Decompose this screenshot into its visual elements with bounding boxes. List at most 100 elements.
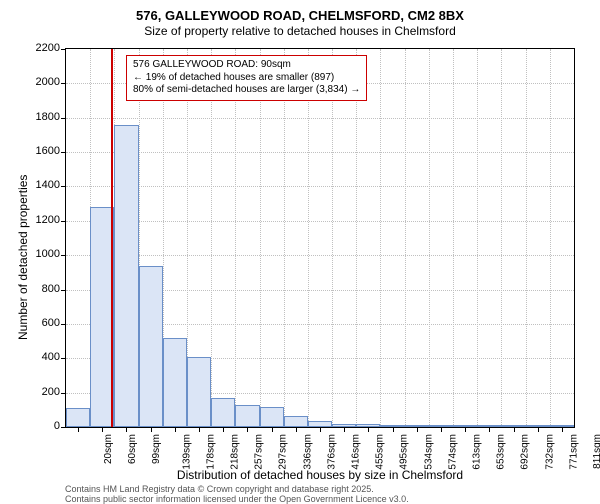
gridline-horizontal — [66, 118, 574, 119]
annotation-line-3: 80% of semi-detached houses are larger (… — [133, 84, 360, 97]
xtick-label: 455sqm — [375, 434, 386, 470]
xtick-mark — [562, 427, 563, 432]
xtick-mark — [175, 427, 176, 432]
histogram-bar — [235, 405, 259, 427]
ytick-mark — [61, 221, 66, 222]
xtick-mark — [441, 427, 442, 432]
gridline-vertical — [501, 49, 502, 427]
xtick-label: 613sqm — [472, 434, 483, 470]
ytick-label: 1800 — [20, 111, 60, 123]
xtick-label: 297sqm — [278, 434, 289, 470]
xtick-label: 178sqm — [205, 434, 216, 470]
xtick-label: 574sqm — [447, 434, 458, 470]
gridline-vertical — [235, 49, 236, 427]
xtick-mark — [223, 427, 224, 432]
property-marker-line — [111, 49, 113, 427]
annotation-line-2: ← 19% of detached houses are smaller (89… — [133, 72, 360, 85]
chart-container: 576, GALLEYWOOD ROAD, CHELMSFORD, CM2 8B… — [0, 0, 600, 500]
xtick-label: 336sqm — [302, 434, 313, 470]
gridline-vertical — [453, 49, 454, 427]
ytick-label: 1200 — [20, 214, 60, 226]
footer-line-2: Contains public sector information licen… — [65, 494, 409, 504]
histogram-bar — [139, 266, 163, 428]
gridline-vertical — [550, 49, 551, 427]
gridline-horizontal — [66, 221, 574, 222]
xtick-mark — [489, 427, 490, 432]
xtick-mark — [417, 427, 418, 432]
histogram-bar — [211, 398, 235, 427]
xtick-label: 732sqm — [544, 434, 555, 470]
gridline-vertical — [211, 49, 212, 427]
xtick-mark — [151, 427, 152, 432]
annotation-box: 576 GALLEYWOOD ROAD: 90sqm ← 19% of deta… — [126, 55, 367, 101]
xtick-label: 811sqm — [592, 434, 600, 469]
xtick-mark — [393, 427, 394, 432]
ytick-label: 400 — [20, 351, 60, 363]
ytick-label: 2000 — [20, 76, 60, 88]
xtick-mark — [368, 427, 369, 432]
gridline-vertical — [526, 49, 527, 427]
xtick-label: 495sqm — [399, 434, 410, 470]
gridline-vertical — [284, 49, 285, 427]
ytick-label: 600 — [20, 317, 60, 329]
xtick-label: 60sqm — [127, 434, 138, 464]
gridline-vertical — [405, 49, 406, 427]
gridline-horizontal — [66, 186, 574, 187]
histogram-bar — [114, 125, 138, 427]
gridline-vertical — [477, 49, 478, 427]
gridline-horizontal — [66, 152, 574, 153]
gridline-vertical — [356, 49, 357, 427]
xtick-label: 20sqm — [103, 434, 114, 464]
xtick-label: 257sqm — [254, 434, 265, 470]
xtick-label: 692sqm — [520, 434, 531, 470]
gridline-vertical — [332, 49, 333, 427]
chart-title-sub: Size of property relative to detached ho… — [0, 24, 600, 38]
gridline-vertical — [308, 49, 309, 427]
ytick-label: 1600 — [20, 145, 60, 157]
xtick-mark — [247, 427, 248, 432]
gridline-vertical — [380, 49, 381, 427]
xtick-label: 653sqm — [496, 434, 507, 470]
annotation-line-1: 576 GALLEYWOOD ROAD: 90sqm — [133, 59, 360, 72]
gridline-vertical — [260, 49, 261, 427]
ytick-mark — [61, 186, 66, 187]
x-axis-label: Distribution of detached houses by size … — [65, 468, 575, 482]
xtick-label: 139sqm — [181, 434, 192, 470]
ytick-label: 0 — [20, 420, 60, 432]
histogram-bar — [260, 407, 284, 427]
gridline-vertical — [429, 49, 430, 427]
xtick-label: 218sqm — [230, 434, 241, 470]
ytick-label: 2200 — [20, 42, 60, 54]
xtick-mark — [344, 427, 345, 432]
xtick-mark — [78, 427, 79, 432]
ytick-mark — [61, 118, 66, 119]
ytick-mark — [61, 49, 66, 50]
xtick-label: 376sqm — [326, 434, 337, 470]
xtick-label: 771sqm — [568, 434, 579, 470]
xtick-label: 416sqm — [351, 434, 362, 470]
xtick-mark — [102, 427, 103, 432]
ytick-mark — [61, 255, 66, 256]
xtick-mark — [199, 427, 200, 432]
xtick-mark — [296, 427, 297, 432]
xtick-mark — [320, 427, 321, 432]
ytick-mark — [61, 83, 66, 84]
xtick-mark — [272, 427, 273, 432]
histogram-bar — [187, 357, 211, 427]
plot-area: 576 GALLEYWOOD ROAD: 90sqm ← 19% of deta… — [65, 48, 575, 428]
ytick-mark — [61, 358, 66, 359]
ytick-label: 1000 — [20, 248, 60, 260]
ytick-label: 200 — [20, 386, 60, 398]
ytick-mark — [61, 152, 66, 153]
xtick-mark — [514, 427, 515, 432]
histogram-bar — [284, 416, 308, 427]
ytick-mark — [61, 324, 66, 325]
gridline-horizontal — [66, 255, 574, 256]
xtick-label: 534sqm — [423, 434, 434, 470]
xtick-label: 99sqm — [151, 434, 162, 464]
chart-title-main: 576, GALLEYWOOD ROAD, CHELMSFORD, CM2 8B… — [0, 8, 600, 23]
xtick-mark — [465, 427, 466, 432]
xtick-mark — [126, 427, 127, 432]
footer-line-1: Contains HM Land Registry data © Crown c… — [65, 484, 374, 494]
ytick-label: 1400 — [20, 179, 60, 191]
